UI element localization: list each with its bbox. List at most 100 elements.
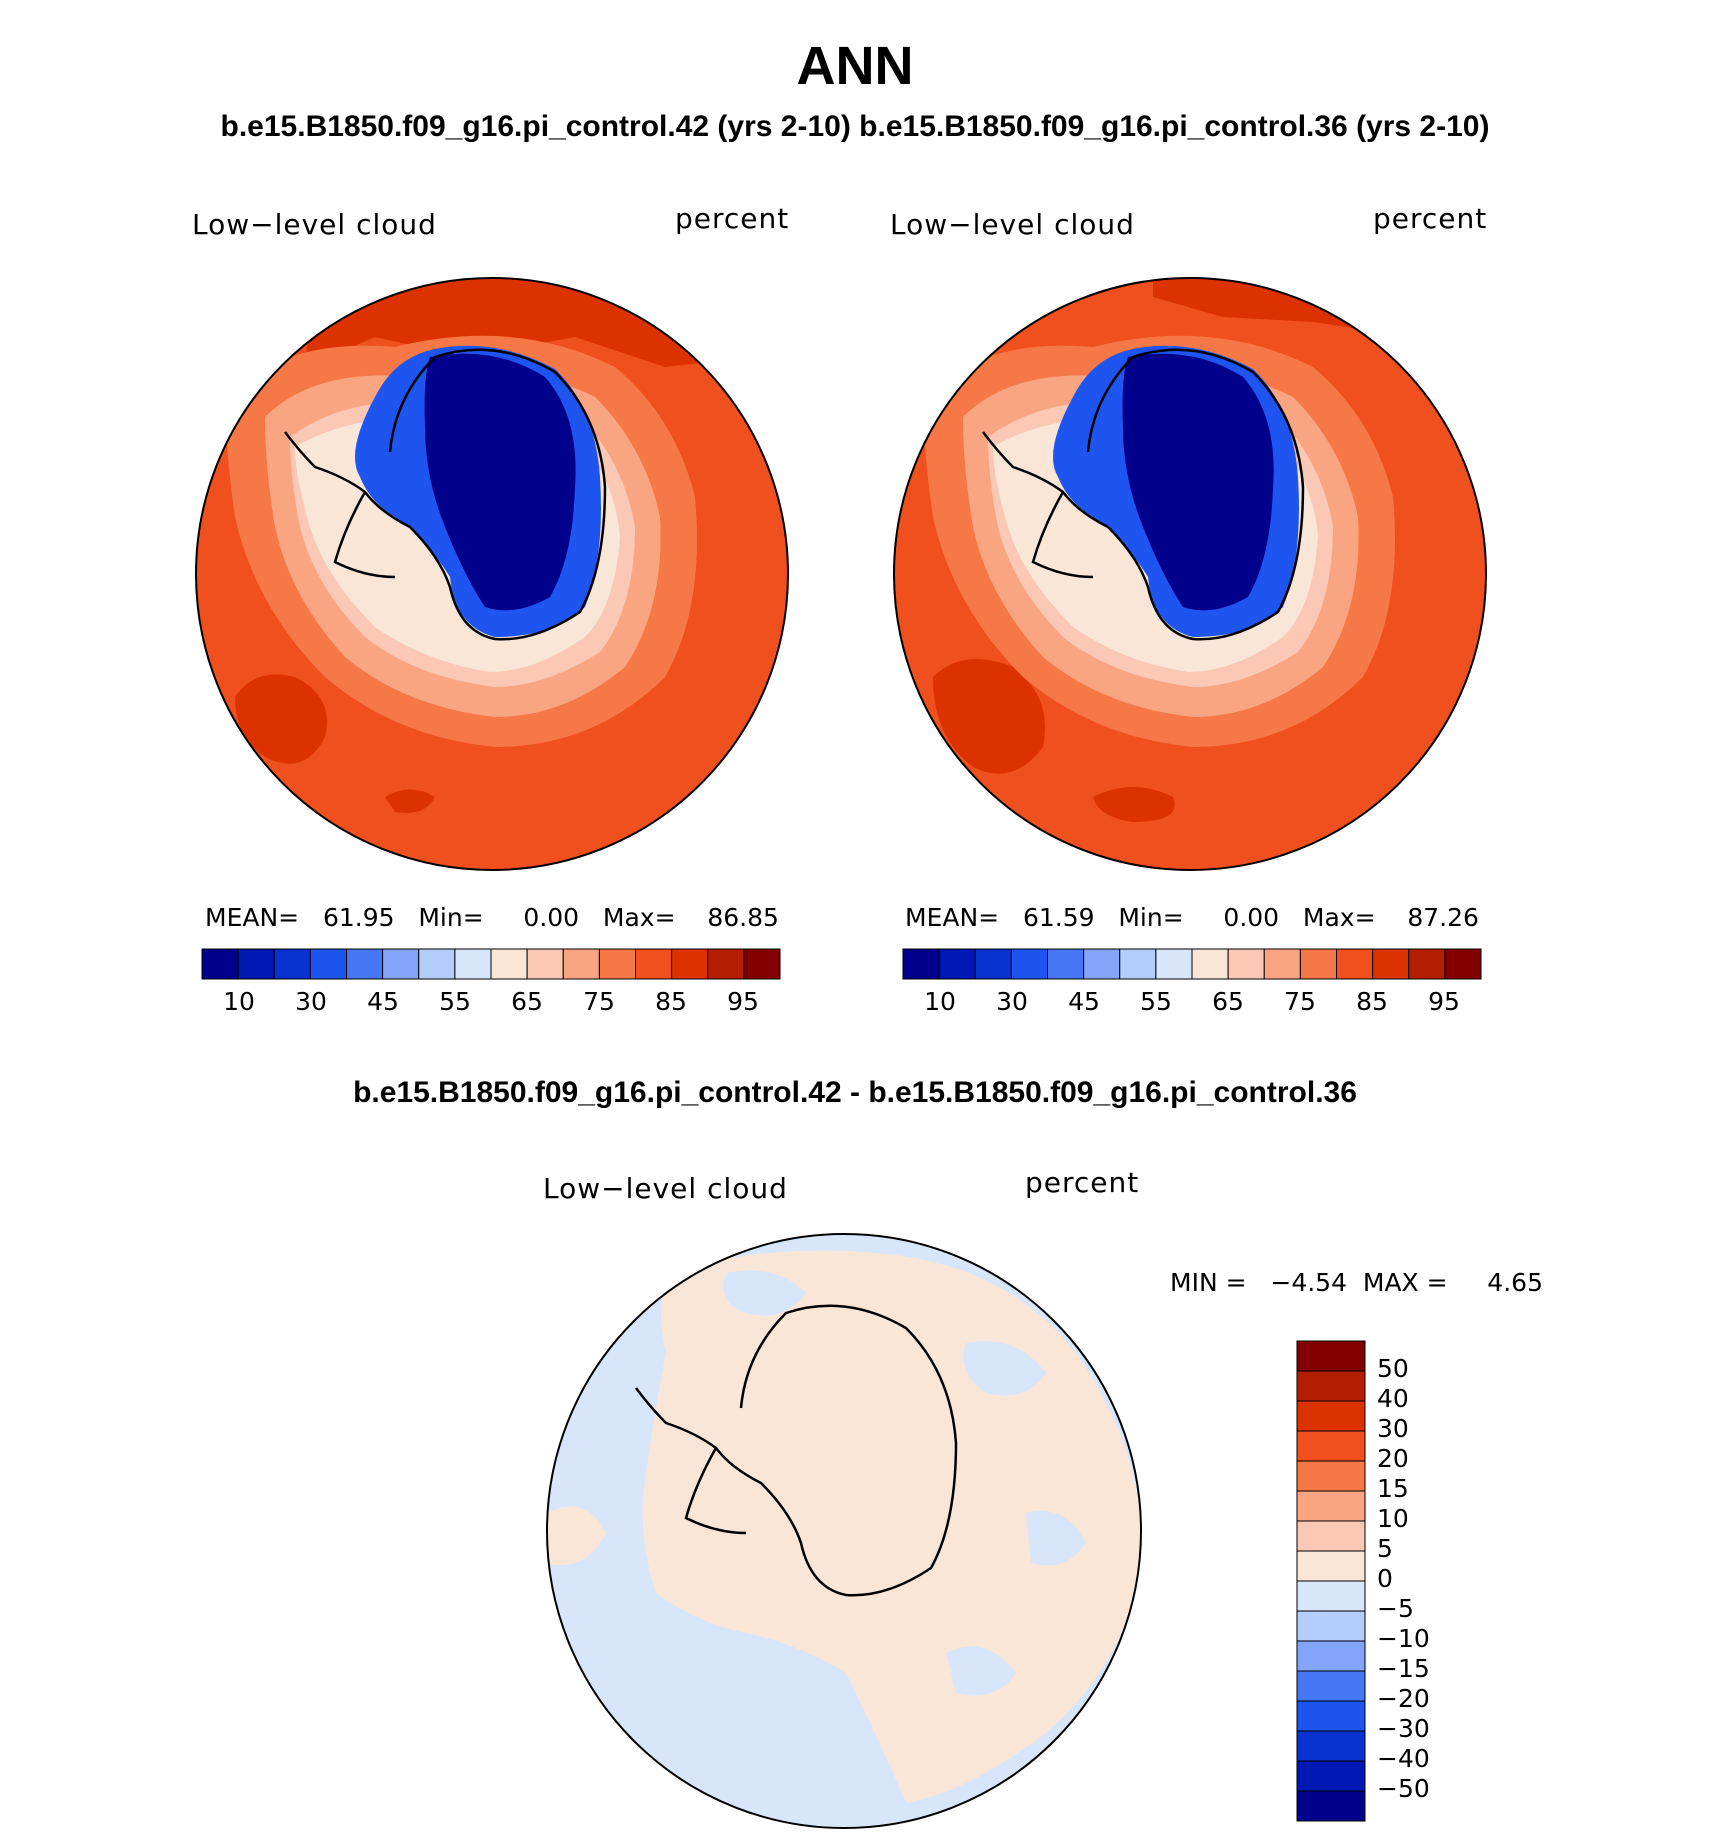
panel2-tick: 75 <box>1284 987 1316 1016</box>
difference-tick: 30 <box>1377 1414 1409 1443</box>
panel1-continent-cloud-lowest <box>424 353 576 611</box>
figure-title: ANN <box>796 36 914 96</box>
difference-title: b.e15.B1850.f09_g16.pi_control.42 - b.e1… <box>353 1076 1357 1109</box>
difference-tick: −50 <box>1377 1774 1430 1803</box>
difference-colorbar-box <box>1296 1730 1366 1762</box>
difference-tick: 20 <box>1377 1444 1409 1473</box>
difference-negative-patch <box>723 1270 806 1316</box>
difference-positive-region <box>547 1506 606 1565</box>
panel2-stats: MEAN= 61.59 Min= 0.00 Max= 87.26 <box>905 903 1479 932</box>
difference-tick: 5 <box>1377 1534 1393 1563</box>
panel1-colorbar-box <box>273 948 311 980</box>
panel1-high-cloud-patch <box>385 789 435 813</box>
difference-colorbar-box <box>1296 1520 1366 1552</box>
panel1-polar-map <box>195 277 789 871</box>
difference-tick: −5 <box>1377 1594 1414 1623</box>
difference-colorbar-box <box>1296 1400 1366 1432</box>
panel3-variable-label: Low−level cloud <box>543 1172 788 1205</box>
difference-colorbar-box <box>1296 1640 1366 1672</box>
panel1-colorbar-box <box>382 948 420 980</box>
difference-negative-patch <box>1026 1511 1086 1566</box>
difference-colorbar-box <box>1296 1670 1366 1702</box>
panel2-colorbar-box <box>1191 948 1229 980</box>
panel1-units-label: percent <box>675 202 790 235</box>
difference-negative-patch <box>946 1646 1016 1696</box>
panel1-colorbar-box <box>490 948 528 980</box>
panel1-colorbar-box <box>201 948 239 980</box>
difference-tick: 0 <box>1377 1564 1393 1593</box>
panel2-colorbar-box <box>1444 948 1482 980</box>
difference-tick: −15 <box>1377 1654 1430 1683</box>
panel2-continent-cloud-lowest <box>1122 353 1274 611</box>
panel1-high-cloud-patch <box>235 674 327 764</box>
panel2-high-cloud-patch <box>1093 787 1175 822</box>
figure-subtitle-cases: b.e15.B1850.f09_g16.pi_control.42 (yrs 2… <box>220 110 1490 143</box>
difference-colorbar-box <box>1296 1790 1366 1822</box>
panel1-colorbar-ticks: 10 30 45 55 65 75 85 95 <box>202 987 780 1019</box>
panel1-tick: 65 <box>511 987 543 1016</box>
panel1-tick: 95 <box>727 987 759 1016</box>
panel2-colorbar <box>902 948 1482 980</box>
difference-colorbar-box <box>1296 1340 1366 1372</box>
panel1-colorbar-box <box>418 948 456 980</box>
panel1-stats: MEAN= 61.95 Min= 0.00 Max= 86.85 <box>205 903 779 932</box>
panel2-units-label: percent <box>1373 202 1488 235</box>
panel3-units-label: percent <box>1025 1166 1140 1199</box>
panel1-colorbar-box <box>707 948 745 980</box>
panel2-colorbar-box <box>1372 948 1410 980</box>
difference-colorbar-box <box>1296 1580 1366 1612</box>
panel1-colorbar-box <box>526 948 564 980</box>
panel2-colorbar-ticks: 10 30 45 55 65 75 85 95 <box>903 987 1481 1019</box>
difference-tick: 50 <box>1377 1354 1409 1383</box>
panel1-colorbar-box <box>237 948 275 980</box>
panel1-tick: 85 <box>655 987 687 1016</box>
panel2-colorbar-box <box>1299 948 1337 980</box>
difference-colorbar-box <box>1296 1490 1366 1522</box>
panel2-tick: 95 <box>1428 987 1460 1016</box>
difference-tick: −10 <box>1377 1624 1430 1653</box>
difference-polar-map <box>546 1233 1142 1829</box>
difference-coastline <box>635 1304 958 1597</box>
panel2-tick: 10 <box>924 987 956 1016</box>
panel2-variable-label: Low−level cloud <box>890 208 1135 241</box>
panel2-tick: 55 <box>1140 987 1172 1016</box>
panel2-colorbar-box <box>902 948 940 980</box>
panel2-polar-map <box>893 277 1487 871</box>
panel2-colorbar-box <box>1010 948 1048 980</box>
difference-colorbar-ticks: 50 40 30 20 15 10 5 0 −5 −10 −15 −20 −30… <box>1377 1354 1497 1804</box>
difference-colorbar-box <box>1296 1610 1366 1642</box>
panel1-colorbar <box>201 948 781 980</box>
difference-tick: −40 <box>1377 1744 1430 1773</box>
panel1-tick: 10 <box>223 987 255 1016</box>
panel2-tick: 30 <box>996 987 1028 1016</box>
difference-colorbar-box <box>1296 1370 1366 1402</box>
panel1-colorbar-box <box>454 948 492 980</box>
panel1-colorbar-box <box>562 948 600 980</box>
panel2-colorbar-box <box>1119 948 1157 980</box>
panel2-colorbar-box <box>1155 948 1193 980</box>
panel1-tick: 75 <box>583 987 615 1016</box>
panel1-colorbar-box <box>346 948 384 980</box>
panel1-tick: 45 <box>367 987 399 1016</box>
panel2-colorbar-box <box>1336 948 1374 980</box>
panel1-colorbar-box <box>635 948 673 980</box>
panel2-tick: 85 <box>1356 987 1388 1016</box>
panel2-tick: 45 <box>1068 987 1100 1016</box>
difference-colorbar-box <box>1296 1760 1366 1792</box>
panel2-colorbar-box <box>1083 948 1121 980</box>
difference-tick: 15 <box>1377 1474 1409 1503</box>
panel2-colorbar-box <box>1047 948 1085 980</box>
panel1-variable-label: Low−level cloud <box>192 208 437 241</box>
panel1-colorbar-box <box>671 948 709 980</box>
difference-colorbar-box <box>1296 1460 1366 1492</box>
panel1-colorbar-box <box>309 948 347 980</box>
panel2-colorbar-box <box>1263 948 1301 980</box>
panel1-tick: 55 <box>439 987 471 1016</box>
difference-tick: 10 <box>1377 1504 1409 1533</box>
panel2-colorbar-box <box>938 948 976 980</box>
panel2-high-cloud-patch <box>933 659 1045 774</box>
difference-colorbar-box <box>1296 1700 1366 1732</box>
panel2-colorbar-box <box>1227 948 1265 980</box>
panel2-colorbar-box <box>974 948 1012 980</box>
difference-tick: −20 <box>1377 1684 1430 1713</box>
